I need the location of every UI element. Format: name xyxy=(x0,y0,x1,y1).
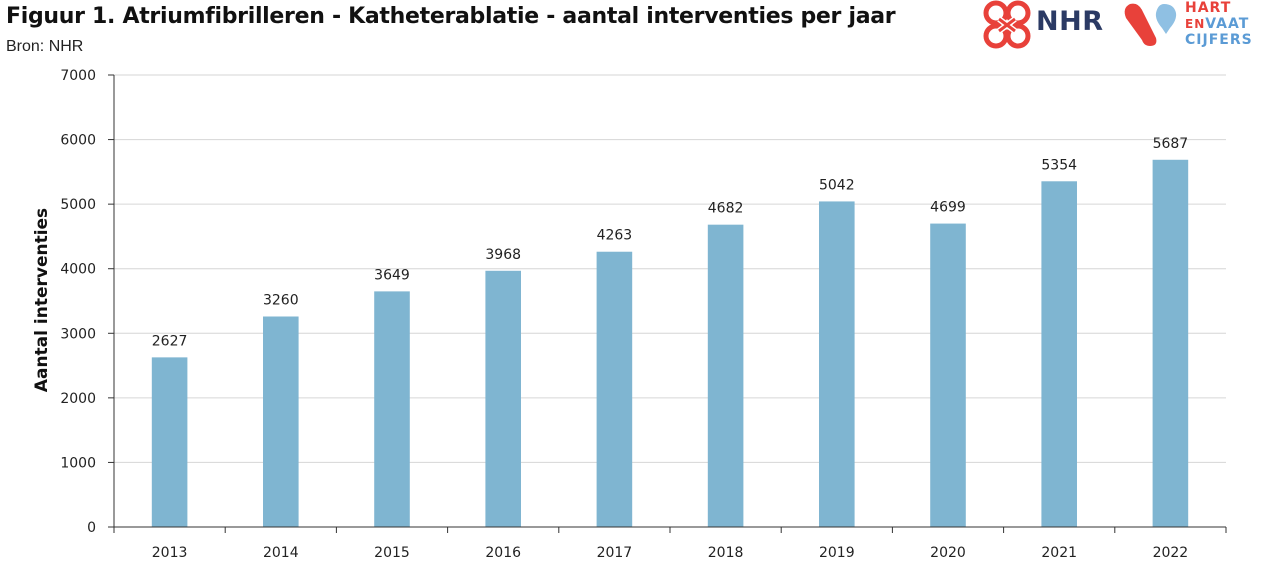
y-tick-label: 2000 xyxy=(60,391,96,407)
data-label-2022: 5687 xyxy=(1153,136,1189,152)
x-tick-label-2020: 2020 xyxy=(930,545,966,561)
x-tick-label-2016: 2016 xyxy=(485,545,521,561)
bar-2015 xyxy=(374,291,410,527)
bar-2016 xyxy=(485,270,521,527)
data-label-2013: 2627 xyxy=(152,333,188,349)
data-label-2017: 4263 xyxy=(597,228,633,244)
bar-2018 xyxy=(707,224,744,527)
y-tick-label: 3000 xyxy=(60,326,96,342)
y-tick-label: 1000 xyxy=(60,455,96,471)
chart-source: Bron: NHR xyxy=(6,38,84,55)
y-tick-label: 7000 xyxy=(60,68,96,84)
data-label-2019: 5042 xyxy=(819,177,855,193)
x-tick-label-2013: 2013 xyxy=(152,545,188,561)
data-label-2014: 3260 xyxy=(263,292,299,308)
data-label-2018: 4682 xyxy=(708,201,744,217)
x-tick-label-2017: 2017 xyxy=(597,545,633,561)
bar-2014 xyxy=(263,316,299,527)
x-tick-label-2022: 2022 xyxy=(1153,545,1189,561)
data-label-2020: 4699 xyxy=(930,200,966,216)
gridlines xyxy=(114,74,1226,463)
bar-2020 xyxy=(930,223,966,527)
data-label-2015: 3649 xyxy=(374,267,410,283)
x-tick-label-2015: 2015 xyxy=(374,545,410,561)
y-tick-label: 5000 xyxy=(60,197,96,213)
data-label-2021: 5354 xyxy=(1041,157,1077,173)
bar-2022 xyxy=(1152,159,1189,527)
y-axis-label: Aantal interventies xyxy=(32,208,52,392)
y-axis-tick-labels: 0 1000 2000 3000 4000 5000 6000 7000 xyxy=(60,68,96,536)
y-tick-label: 4000 xyxy=(60,262,96,278)
x-axis-tick-labels: 2013 2014 2015 2016 2017 2018 2019 2020 2021 2022 xyxy=(152,545,1188,561)
x-tick-label-2019: 2019 xyxy=(819,545,855,561)
bar-2017 xyxy=(596,251,633,527)
x-tick-label-2021: 2021 xyxy=(1041,545,1077,561)
x-tick-label-2018: 2018 xyxy=(708,545,744,561)
nhr-logo-text: NHR xyxy=(1036,6,1104,37)
axes xyxy=(108,74,1227,533)
hartenvaatcijfers-logo-text: HART ENVAAT CIJFERS xyxy=(1185,0,1253,48)
bar-2013 xyxy=(151,357,188,527)
bar-2019 xyxy=(819,201,855,528)
hartenvaatcijfers-logo-icon xyxy=(1124,3,1177,46)
bar-2021 xyxy=(1041,181,1077,527)
y-tick-label: 6000 xyxy=(60,133,96,149)
data-labels: 2627 3260 3649 3968 4263 4682 5042 4699 5354 5687 xyxy=(152,136,1188,350)
x-tick-label-2014: 2014 xyxy=(263,545,299,561)
bars xyxy=(151,159,1189,528)
nhr-logo-icon xyxy=(983,0,1031,49)
data-label-2016: 3968 xyxy=(485,247,521,263)
y-tick-label: 0 xyxy=(87,520,96,536)
chart-title: Figuur 1. Atriumfibrilleren - Katheterab… xyxy=(6,4,896,29)
logo-group: NHR HART ENVAAT CIJFERS xyxy=(980,0,1270,50)
